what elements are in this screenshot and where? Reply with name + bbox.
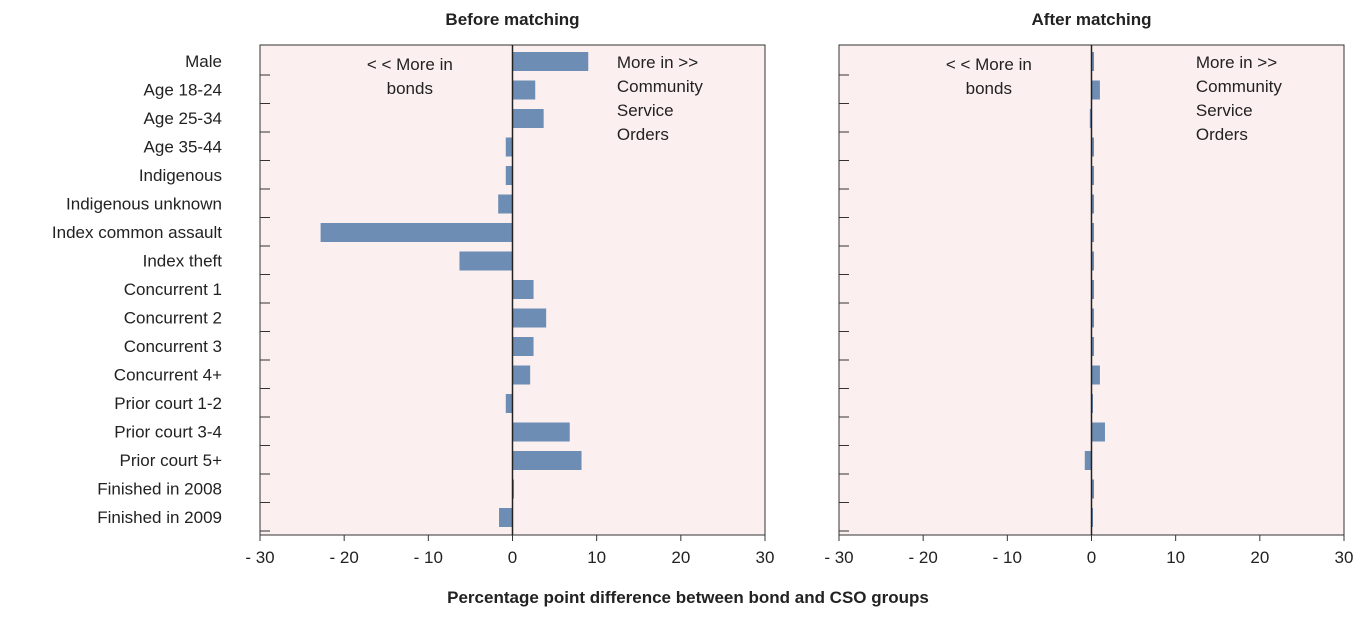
bar [1091,52,1095,71]
bar [1091,251,1095,271]
x-tick-label: 30 [756,548,775,567]
bar [459,251,513,271]
bar [512,308,547,328]
annotation-more-in-bonds: bonds [387,79,433,98]
bar [1091,80,1100,100]
bar [1091,422,1105,442]
x-tick-label: - 10 [993,548,1022,567]
bar [1089,109,1092,128]
category-label: Prior court 5+ [119,451,222,470]
annotation-more-in-cso: Service [617,101,674,120]
category-label: Index common assault [52,223,222,242]
category-label: Finished in 2008 [97,480,222,499]
annotation-more-in-bonds: bonds [966,79,1012,98]
annotation-more-in-cso: Orders [617,125,669,144]
x-tick-label: - 30 [824,548,853,567]
x-tick-label: - 20 [909,548,938,567]
chart-title: Before matching [445,10,579,29]
bar [1091,308,1095,328]
category-label: Concurrent 1 [124,280,222,299]
category-label: Concurrent 2 [124,309,222,328]
x-tick-label: 20 [1250,548,1269,567]
annotation-more-in-cso: More in >> [1196,53,1277,72]
bar [1091,137,1095,157]
annotation-more-in-cso: Community [1196,77,1282,96]
category-label: Indigenous [139,166,222,185]
category-label: Index theft [143,252,223,271]
category-label: Concurrent 4+ [114,366,222,385]
bar [505,137,513,157]
bar [512,422,570,442]
bar [505,166,513,185]
x-tick-label: - 10 [414,548,443,567]
bar [1091,194,1095,214]
x-tick-label: 30 [1335,548,1354,567]
bar [1091,166,1095,185]
bar [505,394,513,413]
category-label: Prior court 1-2 [114,394,222,413]
bar [512,280,534,299]
chart-panel-2: After matching - 30 - 20 - 10 0 10 20 30 < < Mor… [824,10,1353,567]
bar [498,194,513,214]
bar [512,109,544,128]
bar [512,52,589,71]
annotation-more-in-cso: Community [617,77,703,96]
category-label: Concurrent 3 [124,337,222,356]
x-tick-label: - 30 [245,548,274,567]
chart-panel-1: Before matching Male Age 18-24 Age 25-34 Age… [52,10,775,567]
x-tick-label: 0 [1087,548,1096,567]
category-label: Age 25-34 [144,109,222,128]
x-tick-label: 10 [1166,548,1185,567]
annotation-more-in-bonds: < < More in [946,55,1032,74]
bar [1091,365,1100,385]
category-label: Age 35-44 [144,138,222,157]
x-tick-label: - 20 [330,548,359,567]
bar [320,223,513,242]
category-label: Indigenous unknown [66,195,222,214]
bar [1091,337,1095,356]
bar [512,80,536,100]
bar [512,451,582,470]
bar [1084,451,1092,470]
bar [499,508,513,527]
bar [1091,280,1095,299]
category-label: Male [185,52,222,71]
x-tick-label: 0 [508,548,517,567]
category-label: Prior court 3-4 [114,423,222,442]
x-tick-label: 20 [671,548,690,567]
annotation-more-in-bonds: < < More in [367,55,453,74]
x-axis-label: Percentage point difference between bond… [447,588,929,607]
category-label: Age 18-24 [144,81,222,100]
bar [512,365,531,385]
category-label: Finished in 2009 [97,508,222,527]
x-tick-label: 10 [587,548,606,567]
chart-title: After matching [1032,10,1152,29]
bar [1091,479,1095,499]
annotation-more-in-cso: Service [1196,101,1253,120]
bar [512,337,534,356]
annotation-more-in-cso: Orders [1196,125,1248,144]
bar [1091,223,1095,242]
annotation-more-in-cso: More in >> [617,53,698,72]
